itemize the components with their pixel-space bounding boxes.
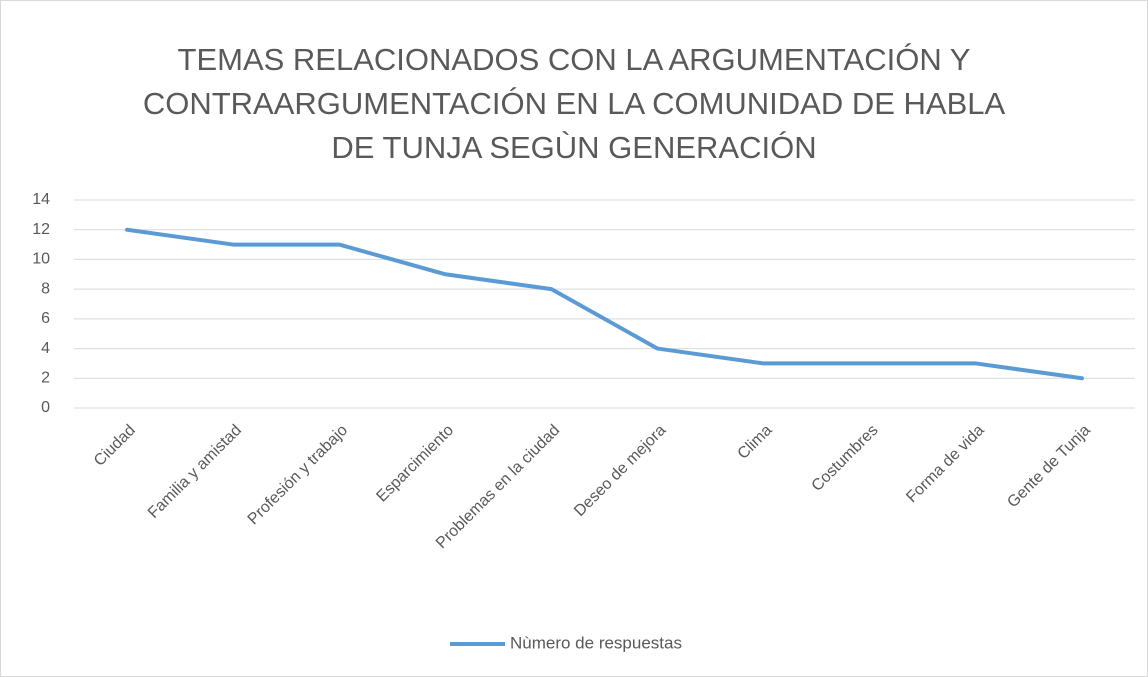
chart-title: DE TUNJA SEGÙN GENERACIÓN [331,130,816,165]
data-line [125,227,1084,381]
y-tick-label: 8 [41,280,50,297]
y-tick-label: 0 [41,399,50,416]
y-tick-label: 4 [41,340,50,357]
legend-label: Nùmero de respuestas [510,633,682,652]
y-tick-label: 12 [32,221,50,238]
y-tick-label: 14 [32,191,50,208]
y-tick-label: 6 [41,310,50,327]
chart-title: CONTRAARGUMENTACIÓN EN LA COMUNIDAD DE H… [143,86,1006,121]
y-tick-label: 10 [32,251,50,268]
chart-title: TEMAS RELACIONADOS CON LA ARGUMENTACIÓN … [178,42,971,77]
y-tick-label: 2 [41,370,50,387]
